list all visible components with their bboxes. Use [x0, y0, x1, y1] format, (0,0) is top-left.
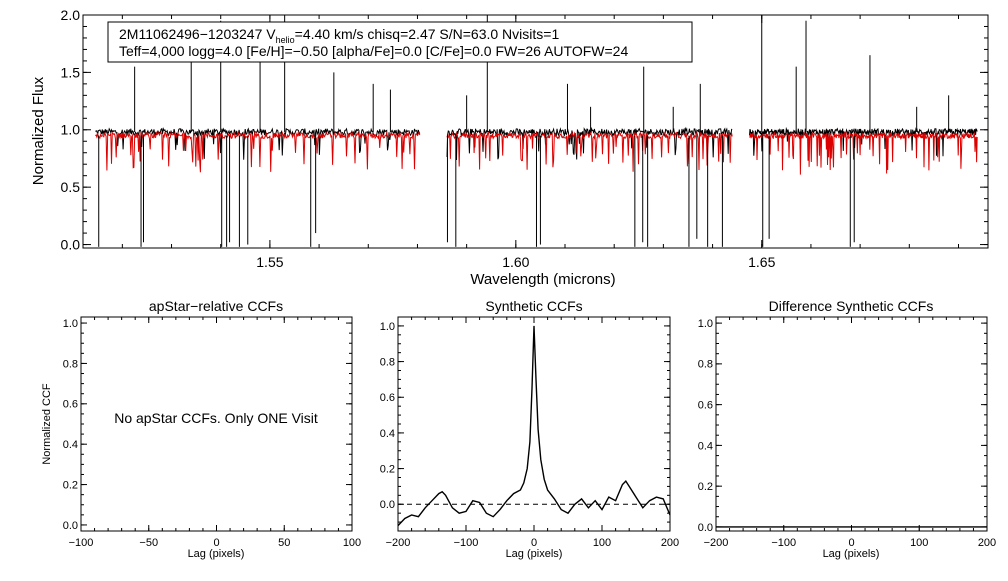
synthetic-model-line [95, 130, 421, 173]
synthetic-ccf-title: Synthetic CCFs [485, 298, 582, 314]
spectrum-panel: 1.55 1.60 1.65 0.0 0.5 1.0 1.5 2.0 2M11062496−1… [30, 7, 989, 288]
synthetic-ccf-xtick-label: −100 [454, 537, 479, 549]
synthetic-ccf-xlabel: Lag (pixels) [506, 548, 563, 560]
spectrum-lines [95, 15, 978, 247]
difference-ccf-ytick-label: 0.6 [698, 399, 713, 411]
difference-ccf-xtick-label: 100 [910, 537, 928, 549]
observed-spectrum-line [749, 126, 978, 157]
synthetic-ccf-ytick-label: 1.0 [380, 321, 395, 333]
apstar-ccf-xtick-label: −100 [69, 537, 94, 549]
apstar-ccf-ytick-label: 0.4 [63, 439, 78, 451]
synthetic-ccf-ticks: −200 −100 0 100 200 0.0 0.2 0.4 0.6 0.8 1.0 [380, 316, 679, 549]
annotation-v-sub: helio [276, 35, 295, 45]
difference-ccf-panel: Difference Synthetic CCFs −200 −100 0 100 20… [698, 298, 996, 560]
spectrum-ytick-label: 1.5 [61, 64, 81, 80]
apstar-ccf-xtick-label: −50 [139, 537, 158, 549]
spectrum-ytick-label: 1.0 [61, 122, 81, 138]
difference-ccf-ytick-label: 0.8 [698, 359, 713, 371]
apstar-ccf-xtick-label: 0 [213, 537, 219, 549]
apstar-ccf-ticks: −100 −50 0 50 100 0.0 0.2 0.4 0.6 0.8 1.0 [63, 317, 361, 549]
spectrum-xtick-label: 1.65 [748, 254, 775, 270]
annotation-line-2: Teff=4,000 logg=4.0 [Fe/H]=−0.50 [alpha/… [119, 43, 628, 59]
synthetic-ccf-xtick-label: 0 [531, 537, 537, 549]
synthetic-ccf-lines [397, 325, 671, 527]
synthetic-model-line [446, 131, 733, 172]
difference-ccf-xtick-label: −200 [704, 537, 729, 549]
spectrum-ytick-label: 2.0 [61, 7, 81, 23]
spectrum-xtick-label: 1.55 [256, 254, 283, 270]
synthetic-ccf-ytick-label: 0.4 [380, 428, 395, 440]
apstar-ccf-ytick-label: 1.0 [63, 318, 78, 330]
synthetic-ccf-ytick-label: 0.2 [380, 463, 395, 475]
spectrum-ytick-label: 0.5 [61, 179, 81, 195]
apstar-ccf-xtick-label: 100 [343, 537, 361, 549]
synthetic-ccf-ytick-label: 0.0 [380, 499, 395, 511]
difference-ccf-ytick-label: 0.2 [698, 481, 713, 493]
apstar-ccf-xlabel: Lag (pixels) [188, 548, 245, 560]
spectrum-xlabel: Wavelength (microns) [470, 271, 615, 288]
synthetic-ccf-line [397, 325, 671, 527]
observed-spectrum-line [95, 127, 421, 160]
difference-ccf-title: Difference Synthetic CCFs [769, 298, 934, 314]
spectrum-ticks: 1.55 1.60 1.65 0.0 0.5 1.0 1.5 2.0 [61, 7, 988, 270]
annotation-star-id: 2M11062496−1203247 [119, 26, 263, 42]
synthetic-ccf-xtick-label: 200 [661, 537, 679, 549]
annotation-v-label: V [266, 26, 276, 42]
apstar-ccf-title: apStar−relative CCFs [149, 298, 283, 314]
annotation-v-value: =4.40 km/s [295, 26, 364, 42]
spectrum-ytick-label: 0.0 [61, 236, 81, 252]
apstar-ccf-ylabel: Normalized CCF [41, 383, 53, 465]
annotation-box [107, 21, 693, 63]
difference-ccf-frame [715, 316, 988, 532]
apstar-ccf-frame [80, 316, 353, 532]
apstar-ccf-xtick-label: 50 [278, 537, 290, 549]
synthetic-ccf-frame [397, 316, 671, 532]
apstar-ccf-message: No apStar CCFs. Only ONE Visit [114, 410, 318, 426]
difference-ccf-xtick-label: 0 [848, 537, 854, 549]
difference-ccf-ticks: −200 −100 0 100 200 0.0 0.2 0.4 0.6 0.8 1.0 [698, 317, 996, 549]
synthetic-ccf-ytick-label: 0.6 [380, 392, 395, 404]
difference-ccf-xlabel: Lag (pixels) [823, 548, 880, 560]
synthetic-ccf-panel: Synthetic CCFs −200 −100 0 100 200 0.0 0.2 0.4 0… [380, 298, 679, 560]
spectrum-frame [82, 14, 989, 249]
apstar-ccf-ytick-label: 0.6 [63, 399, 78, 411]
synthetic-model-line [749, 130, 978, 175]
spectrum-ylabel: Normalized Flux [30, 76, 47, 185]
apstar-ccf-panel: apStar−relative CCFs −100 −50 0 50 100 0.0 0.2… [41, 298, 361, 560]
synthetic-ccf-ytick-label: 0.8 [380, 356, 395, 368]
annotation-line-1: 2M11062496−1203247 Vhelio=4.40 km/s chis… [119, 26, 559, 45]
apstar-ccf-ytick-label: 0.0 [63, 520, 78, 532]
spectrum-xtick-label: 1.60 [502, 254, 529, 270]
difference-ccf-xtick-label: −100 [771, 537, 796, 549]
difference-ccf-ytick-label: 0.0 [698, 522, 713, 534]
difference-ccf-ytick-label: 0.4 [698, 440, 713, 452]
apstar-ccf-ytick-label: 0.8 [63, 358, 78, 370]
synthetic-ccf-xtick-label: 100 [593, 537, 611, 549]
synthetic-ccf-xtick-label: −200 [386, 537, 411, 549]
annotation-stats: chisq=2.47 S/N=63.0 Nvisits=1 [367, 26, 559, 42]
apstar-ccf-ytick-label: 0.2 [63, 479, 78, 491]
difference-ccf-ytick-label: 1.0 [698, 318, 713, 330]
difference-ccf-xtick-label: 200 [978, 537, 996, 549]
